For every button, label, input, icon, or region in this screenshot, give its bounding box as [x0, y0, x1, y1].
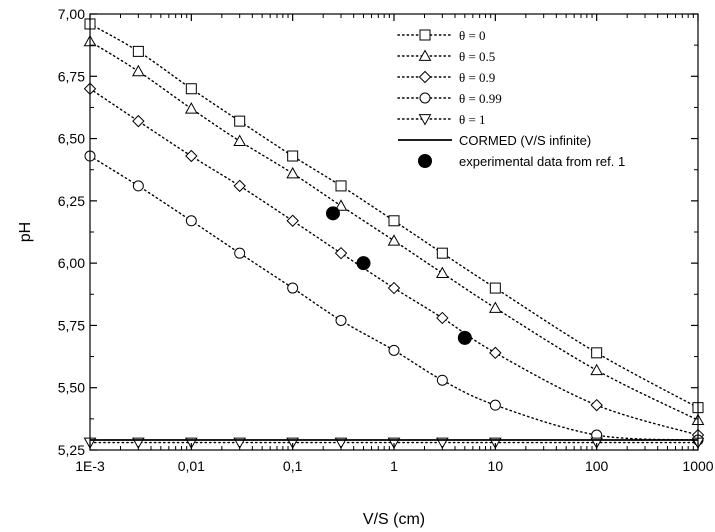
legend-item-3: θ = 0.99	[397, 91, 502, 106]
series-1-point	[590, 363, 604, 376]
series-3-point	[489, 399, 501, 411]
series-1-point	[184, 102, 198, 114]
legend-marker	[418, 154, 432, 168]
series-2-point	[132, 114, 145, 128]
y-tick-label: 7,00	[58, 6, 85, 22]
series-3	[84, 150, 704, 446]
legend-label: θ = 0	[459, 28, 486, 43]
legend-item-1: θ = 0.5	[397, 49, 495, 64]
series-3-point	[436, 374, 448, 386]
legend: θ = 0 θ = 0.5 θ = 0.9 θ = 0.99 θ = 1 CORMED (…	[397, 28, 625, 169]
series-6	[325, 206, 472, 345]
series-0-point	[185, 83, 197, 95]
series-2-point	[185, 149, 198, 163]
x-tick-label: 1000	[682, 458, 713, 474]
series-3-point	[335, 314, 347, 326]
series-2-point	[233, 179, 246, 193]
series-2-line	[89, 88, 699, 436]
legend-item-5: CORMED (V/S infinite)	[398, 133, 591, 148]
series-2-point	[286, 214, 299, 227]
series-3-point	[234, 247, 246, 259]
x-tick-label: 100	[585, 458, 609, 474]
series-2	[83, 82, 705, 442]
y-tick-label: 6,25	[58, 193, 85, 209]
legend-label: θ = 0.9	[459, 70, 495, 85]
legend-item-2: θ = 0.9	[397, 70, 495, 85]
plot-frame	[89, 13, 699, 451]
plot-series	[83, 18, 705, 450]
legend-item-0: θ = 0	[397, 28, 486, 43]
series-0-point	[234, 115, 246, 127]
series-1-line	[89, 40, 699, 421]
series-1-point	[435, 266, 449, 279]
legend-label: θ = 0.99	[459, 91, 502, 106]
y-tick-label: 6,75	[58, 68, 85, 84]
series-2-point	[334, 246, 348, 260]
series-0-point	[436, 247, 448, 259]
legend-marker	[418, 70, 432, 84]
series-1-point	[387, 234, 401, 246]
y-tick-label: 5,50	[58, 380, 85, 396]
series-1-point	[286, 166, 300, 179]
y-axis-title: pH	[17, 222, 34, 242]
legend-label: experimental data from ref. 1	[459, 154, 625, 169]
y-tick-label: 5,75	[58, 317, 85, 333]
series-6-point	[356, 256, 371, 271]
series-1-point	[488, 301, 502, 313]
series-0-point	[335, 180, 347, 192]
series-3-point	[388, 344, 400, 356]
series-0-point	[489, 282, 501, 294]
x-tick-label: 0,1	[283, 458, 303, 474]
series-1-point	[334, 199, 348, 211]
x-tick-label: 0,01	[178, 458, 205, 474]
legend-label: θ = 0.5	[459, 49, 495, 64]
series-1-point	[131, 64, 145, 77]
legend-marker	[419, 92, 431, 104]
series-0-point	[287, 150, 299, 162]
legend-item-4: θ = 1	[397, 112, 486, 127]
series-2-point	[387, 281, 401, 295]
legend-label: CORMED (V/S infinite)	[459, 133, 591, 148]
series-6-point	[325, 206, 340, 221]
x-tick-label: 1E-3	[75, 458, 105, 474]
series-3-point	[185, 215, 197, 227]
y-tick-label: 6,00	[58, 255, 85, 271]
series-0-point	[591, 347, 603, 359]
series-3-point	[132, 180, 144, 192]
series-0-point	[132, 45, 144, 57]
legend-label: θ = 1	[459, 112, 486, 127]
series-1-point	[233, 134, 247, 146]
axis-ticks: 1E-3 0,01 0,1 1 10 100 1000 5,25 5,50 5,75 6,00 6,2…	[58, 6, 714, 474]
series-2-point	[489, 346, 502, 360]
legend-marker	[418, 49, 432, 61]
x-axis-title: V/S (cm)	[363, 511, 425, 528]
x-tick-label: 10	[488, 458, 504, 474]
series-0-point	[388, 215, 400, 227]
legend-marker	[419, 29, 431, 41]
legend-marker	[418, 114, 432, 126]
series-3-point	[287, 282, 299, 294]
series-3-line	[89, 155, 699, 441]
y-tick-label: 6,50	[58, 131, 85, 147]
x-tick-label: 1	[390, 458, 398, 474]
series-1	[83, 34, 705, 426]
series-0	[84, 18, 704, 414]
series-6-point	[457, 330, 472, 345]
legend-item-6: experimental data from ref. 1	[418, 154, 625, 169]
series-2-point	[436, 311, 449, 325]
series-2-point	[590, 398, 603, 412]
y-tick-label: 5,25	[58, 442, 85, 458]
